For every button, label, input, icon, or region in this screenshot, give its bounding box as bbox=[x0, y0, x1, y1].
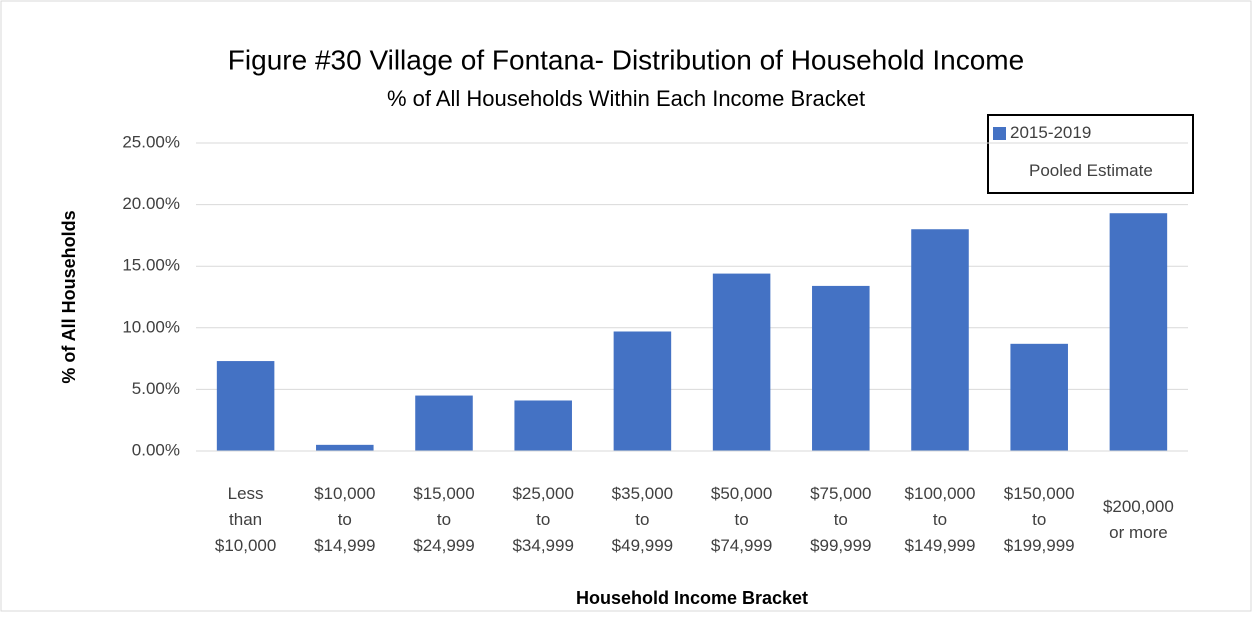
y-tick-label: 20.00% bbox=[122, 194, 180, 213]
bar bbox=[216, 361, 275, 451]
y-tick-label: 10.00% bbox=[122, 317, 180, 336]
bar bbox=[415, 395, 473, 451]
x-tick-label: $100,000 to $149,999 bbox=[905, 484, 976, 555]
chart-subtitle: % of All Households Within Each Income B… bbox=[387, 86, 865, 111]
chart-title: Figure #30 Village of Fontana- Distribut… bbox=[228, 44, 1024, 75]
y-tick-label: 5.00% bbox=[132, 379, 180, 398]
bar bbox=[1010, 343, 1068, 451]
bar bbox=[613, 331, 672, 451]
legend-label: 2015-2019 Pooled Estimate bbox=[1010, 123, 1153, 180]
x-tick-label: $25,000 to $34,999 bbox=[512, 484, 573, 555]
x-tick-label: $15,000 to $24,999 bbox=[413, 484, 474, 555]
bar bbox=[316, 444, 374, 451]
bar bbox=[712, 273, 771, 451]
y-axis-title: % of All Households bbox=[59, 210, 79, 383]
bar bbox=[911, 229, 969, 451]
x-tick-label: Less than $10,000 bbox=[215, 484, 276, 555]
x-tick-label: $200,000 or more bbox=[1103, 497, 1174, 542]
legend-box bbox=[987, 114, 1194, 194]
x-axis-title: Household Income Bracket bbox=[576, 588, 808, 608]
x-tick-label: $150,000 to $199,999 bbox=[1004, 484, 1075, 555]
x-tick-label: $50,000 to $74,999 bbox=[711, 484, 772, 555]
y-tick-label: 25.00% bbox=[122, 132, 180, 151]
x-tick-label: $35,000 to $49,999 bbox=[612, 484, 673, 555]
bar bbox=[514, 400, 572, 451]
y-tick-label: 15.00% bbox=[122, 256, 180, 275]
bar bbox=[1109, 213, 1168, 451]
x-tick-label: $75,000 to $99,999 bbox=[810, 484, 871, 555]
legend-marker bbox=[993, 127, 1006, 140]
x-tick-label: $10,000 to $14,999 bbox=[314, 484, 375, 555]
bar bbox=[812, 285, 870, 451]
y-tick-label: 0.00% bbox=[132, 440, 180, 459]
